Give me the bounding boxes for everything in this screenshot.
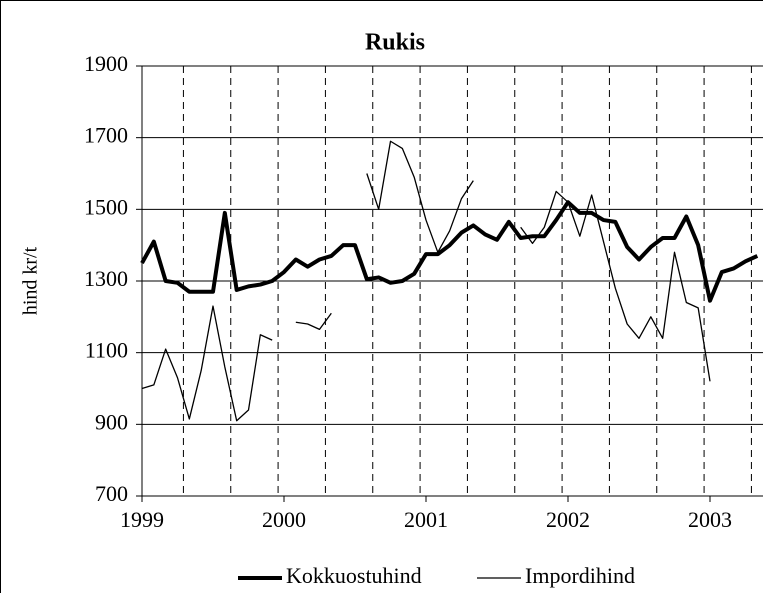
y-tick-label: 900 bbox=[95, 409, 128, 434]
y-tick-label: 1100 bbox=[85, 338, 128, 363]
series-line bbox=[140, 200, 759, 303]
chart-title: Rukis bbox=[365, 30, 425, 56]
series-line bbox=[141, 140, 711, 422]
y-tick-label: 1300 bbox=[84, 266, 128, 291]
x-tick-label: 2000 bbox=[262, 507, 306, 532]
x-tick-label: 2001 bbox=[404, 507, 448, 532]
legend-label: Kokkuostuhind bbox=[286, 563, 422, 588]
y-tick-label: 1700 bbox=[84, 123, 128, 148]
y-tick-label: 1500 bbox=[84, 194, 128, 219]
x-tick-label: 2002 bbox=[546, 507, 590, 532]
legend-label: Impordihind bbox=[525, 563, 635, 588]
x-tick-label: 2003 bbox=[688, 507, 732, 532]
y-tick-label: 1900 bbox=[84, 51, 128, 76]
x-tick-label: 1999 bbox=[120, 507, 164, 532]
y-tick-label: 700 bbox=[95, 481, 128, 506]
y-axis-label: hind kr/t bbox=[20, 246, 42, 315]
